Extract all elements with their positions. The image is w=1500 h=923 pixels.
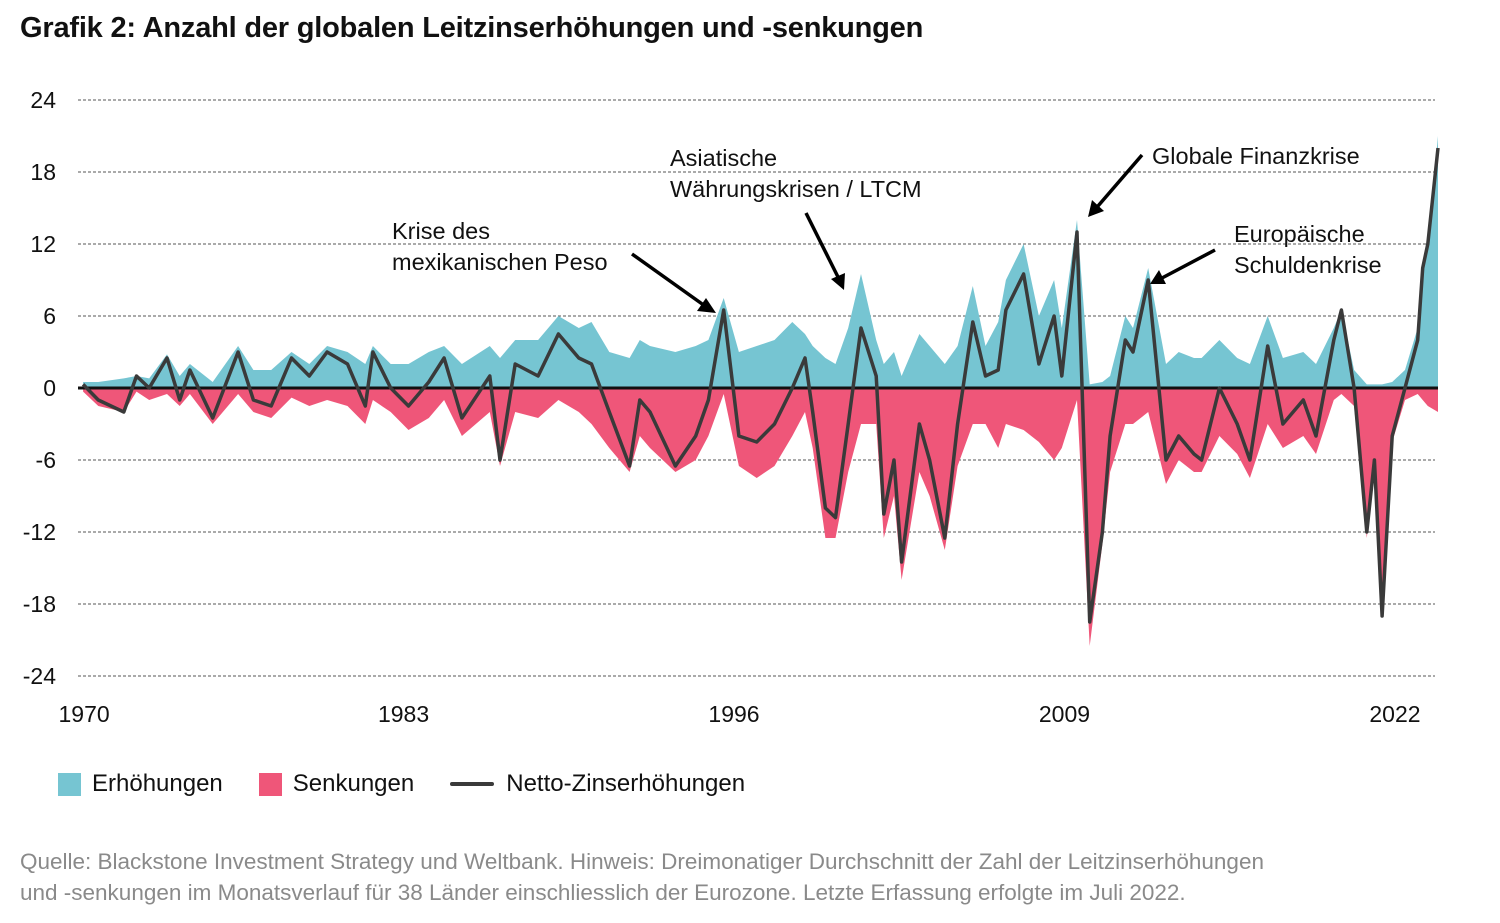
series-line-net bbox=[81, 147, 1440, 624]
annotation-peso-line1: Krise des bbox=[392, 218, 490, 244]
y-tick-label: -6 bbox=[36, 447, 56, 473]
annotation-euro-line2: Schuldenkrise bbox=[1234, 252, 1382, 278]
chart-title: Grafik 2: Anzahl der globalen Leitzinser… bbox=[20, 12, 924, 44]
y-tick-label: -12 bbox=[23, 519, 56, 545]
x-axis: 1970 1983 1996 2009 2022 bbox=[58, 701, 1420, 727]
annotation-peso-line2: mexikanischen Peso bbox=[392, 249, 608, 275]
x-tick-label: 2022 bbox=[1369, 701, 1420, 727]
series-area-hikes bbox=[83, 136, 1439, 388]
net-line-group bbox=[81, 147, 1440, 624]
y-axis: 24 18 12 6 0 -6 -12 -18 -24 bbox=[23, 87, 56, 689]
annotation-euro: Europäische Schuldenkrise bbox=[1150, 221, 1382, 284]
y-tick-label: -24 bbox=[23, 663, 56, 689]
annotation-asia-line1: Asiatische bbox=[670, 145, 777, 171]
chart: 24 18 12 6 0 -6 -12 -18 -24 1970 1983 1996 2009 2022… bbox=[23, 87, 1440, 727]
legend: Erhöhungen Senkungen Netto-Zinserhöhunge… bbox=[58, 770, 781, 798]
annotation-gfc-arrow bbox=[1096, 153, 1144, 208]
series-area-cuts bbox=[83, 388, 1439, 646]
legend-item-hikes: Erhöhungen bbox=[58, 770, 223, 798]
y-tick-label: -18 bbox=[23, 591, 56, 617]
legend-line-net bbox=[450, 782, 495, 786]
x-tick-label: 1996 bbox=[708, 701, 759, 727]
legend-swatch-cuts bbox=[258, 772, 282, 796]
arrowhead-icon bbox=[1088, 200, 1104, 217]
source-note: Quelle: Blackstone Investment Strategy u… bbox=[20, 846, 1264, 908]
legend-swatch-hikes bbox=[58, 772, 81, 796]
legend-item-net: Netto-Zinserhöhungen bbox=[450, 770, 745, 798]
arrowhead-icon bbox=[697, 298, 716, 313]
annotation-euro-arrow bbox=[1161, 248, 1216, 280]
x-tick-label: 1970 bbox=[58, 701, 109, 727]
source-line-2: und -senkungen im Monatsverlauf für 38 L… bbox=[20, 880, 1186, 905]
y-tick-label: 12 bbox=[30, 231, 56, 257]
annotation-peso-arrow bbox=[630, 252, 707, 308]
y-tick-label: 24 bbox=[30, 87, 56, 113]
annotation-gfc: Globale Finanzkrise bbox=[1088, 143, 1360, 217]
annotation-euro-line1: Europäische bbox=[1234, 221, 1365, 247]
annotation-peso: Krise des mexikanischen Peso bbox=[392, 218, 716, 313]
legend-label-net: Netto-Zinserhöhungen bbox=[506, 770, 746, 797]
y-tick-label: 0 bbox=[43, 375, 56, 401]
arrowhead-icon bbox=[831, 273, 845, 290]
annotation-gfc-line1: Globale Finanzkrise bbox=[1152, 143, 1360, 169]
y-tick-label: 6 bbox=[43, 303, 56, 329]
y-tick-label: 18 bbox=[30, 159, 56, 185]
annotation-asia: Asiatische Währungskrisen / LTCM bbox=[670, 145, 922, 290]
annotation-asia-line2: Währungskrisen / LTCM bbox=[670, 176, 922, 202]
legend-label-hikes: Erhöhungen bbox=[92, 770, 223, 797]
gridlines bbox=[78, 99, 1435, 677]
arrowhead-icon bbox=[1150, 270, 1166, 284]
x-tick-label: 1983 bbox=[378, 701, 429, 727]
annotation-asia-arrow bbox=[804, 212, 840, 278]
x-tick-label: 2009 bbox=[1039, 701, 1090, 727]
legend-item-cuts: Senkungen bbox=[258, 770, 415, 798]
legend-label-cuts: Senkungen bbox=[292, 770, 415, 797]
source-line-1: Quelle: Blackstone Investment Strategy u… bbox=[20, 849, 1264, 874]
areas bbox=[83, 136, 1439, 646]
